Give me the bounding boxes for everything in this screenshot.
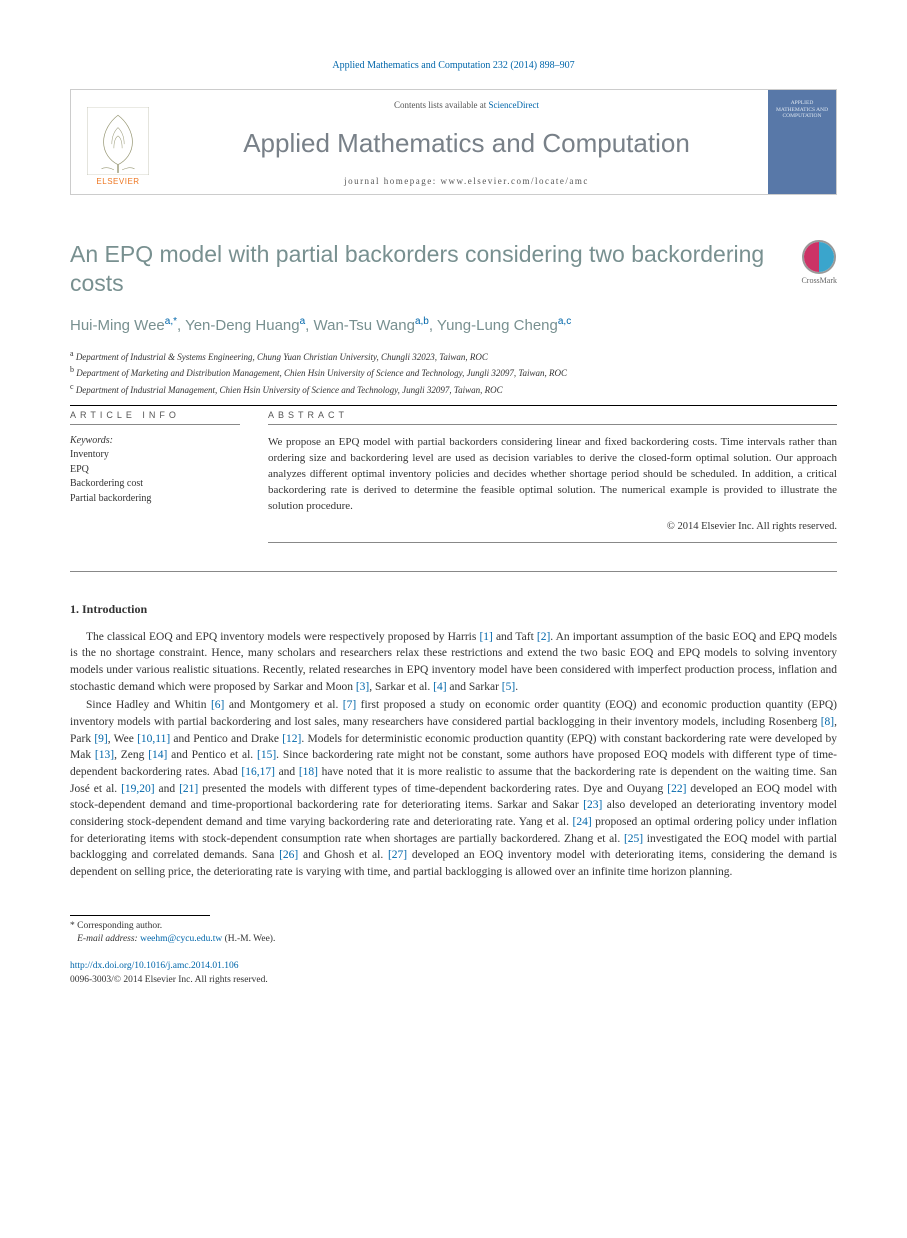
homepage-url[interactable]: www.elsevier.com/locate/amc [441,176,589,186]
journal-name: Applied Mathematics and Computation [173,128,760,159]
divider [70,571,837,572]
issn-copyright: 0096-3003/© 2014 Elsevier Inc. All right… [70,974,837,987]
email-link[interactable]: weehm@cycu.edu.tw [140,934,222,944]
article-info-label: ARTICLE INFO [70,410,240,420]
footnote-rule [70,915,210,916]
crossmark-badge[interactable]: CrossMark [801,240,837,285]
sciencedirect-link[interactable]: ScienceDirect [489,100,539,110]
article-title: An EPQ model with partial backorders con… [70,240,801,298]
publisher-name: ELSEVIER [96,177,139,186]
body-paragraph: Since Hadley and Whitin [6] and Montgome… [70,697,837,880]
doi-link[interactable]: http://dx.doi.org/10.1016/j.amc.2014.01.… [70,960,837,973]
keywords-list: InventoryEPQBackordering costPartial bac… [70,448,240,506]
divider [268,542,837,543]
homepage-line: journal homepage: www.elsevier.com/locat… [173,176,760,186]
authors: Hui-Ming Weea,*, Yen-Deng Huanga, Wan-Ts… [70,316,837,334]
elsevier-tree-icon: ELSEVIER [83,98,153,186]
corresponding-author: * Corresponding author. [70,920,837,933]
journal-cover-thumb: APPLIED MATHEMATICS AND COMPUTATION [768,90,836,194]
abstract-label: ABSTRACT [268,410,837,420]
body-paragraph: The classical EOQ and EPQ inventory mode… [70,629,837,696]
copyright: © 2014 Elsevier Inc. All rights reserved… [268,521,837,532]
email-footnote: E-mail address: weehm@cycu.edu.tw (H.-M.… [70,933,837,946]
abstract-text: We propose an EPQ model with partial bac… [268,435,837,515]
contents-line: Contents lists available at ScienceDirec… [173,100,760,110]
divider [70,405,837,406]
divider [70,424,240,425]
publisher-logo: ELSEVIER [71,90,165,194]
journal-header: ELSEVIER Contents lists available at Sci… [70,89,837,195]
header-citation: Applied Mathematics and Computation 232 … [70,60,837,71]
keywords-heading: Keywords: [70,435,240,446]
affiliations: a Department of Industrial & Systems Eng… [70,348,837,398]
section-heading: 1. Introduction [70,602,837,617]
divider [268,424,837,425]
crossmark-icon [802,240,836,274]
footer: http://dx.doi.org/10.1016/j.amc.2014.01.… [70,960,837,987]
